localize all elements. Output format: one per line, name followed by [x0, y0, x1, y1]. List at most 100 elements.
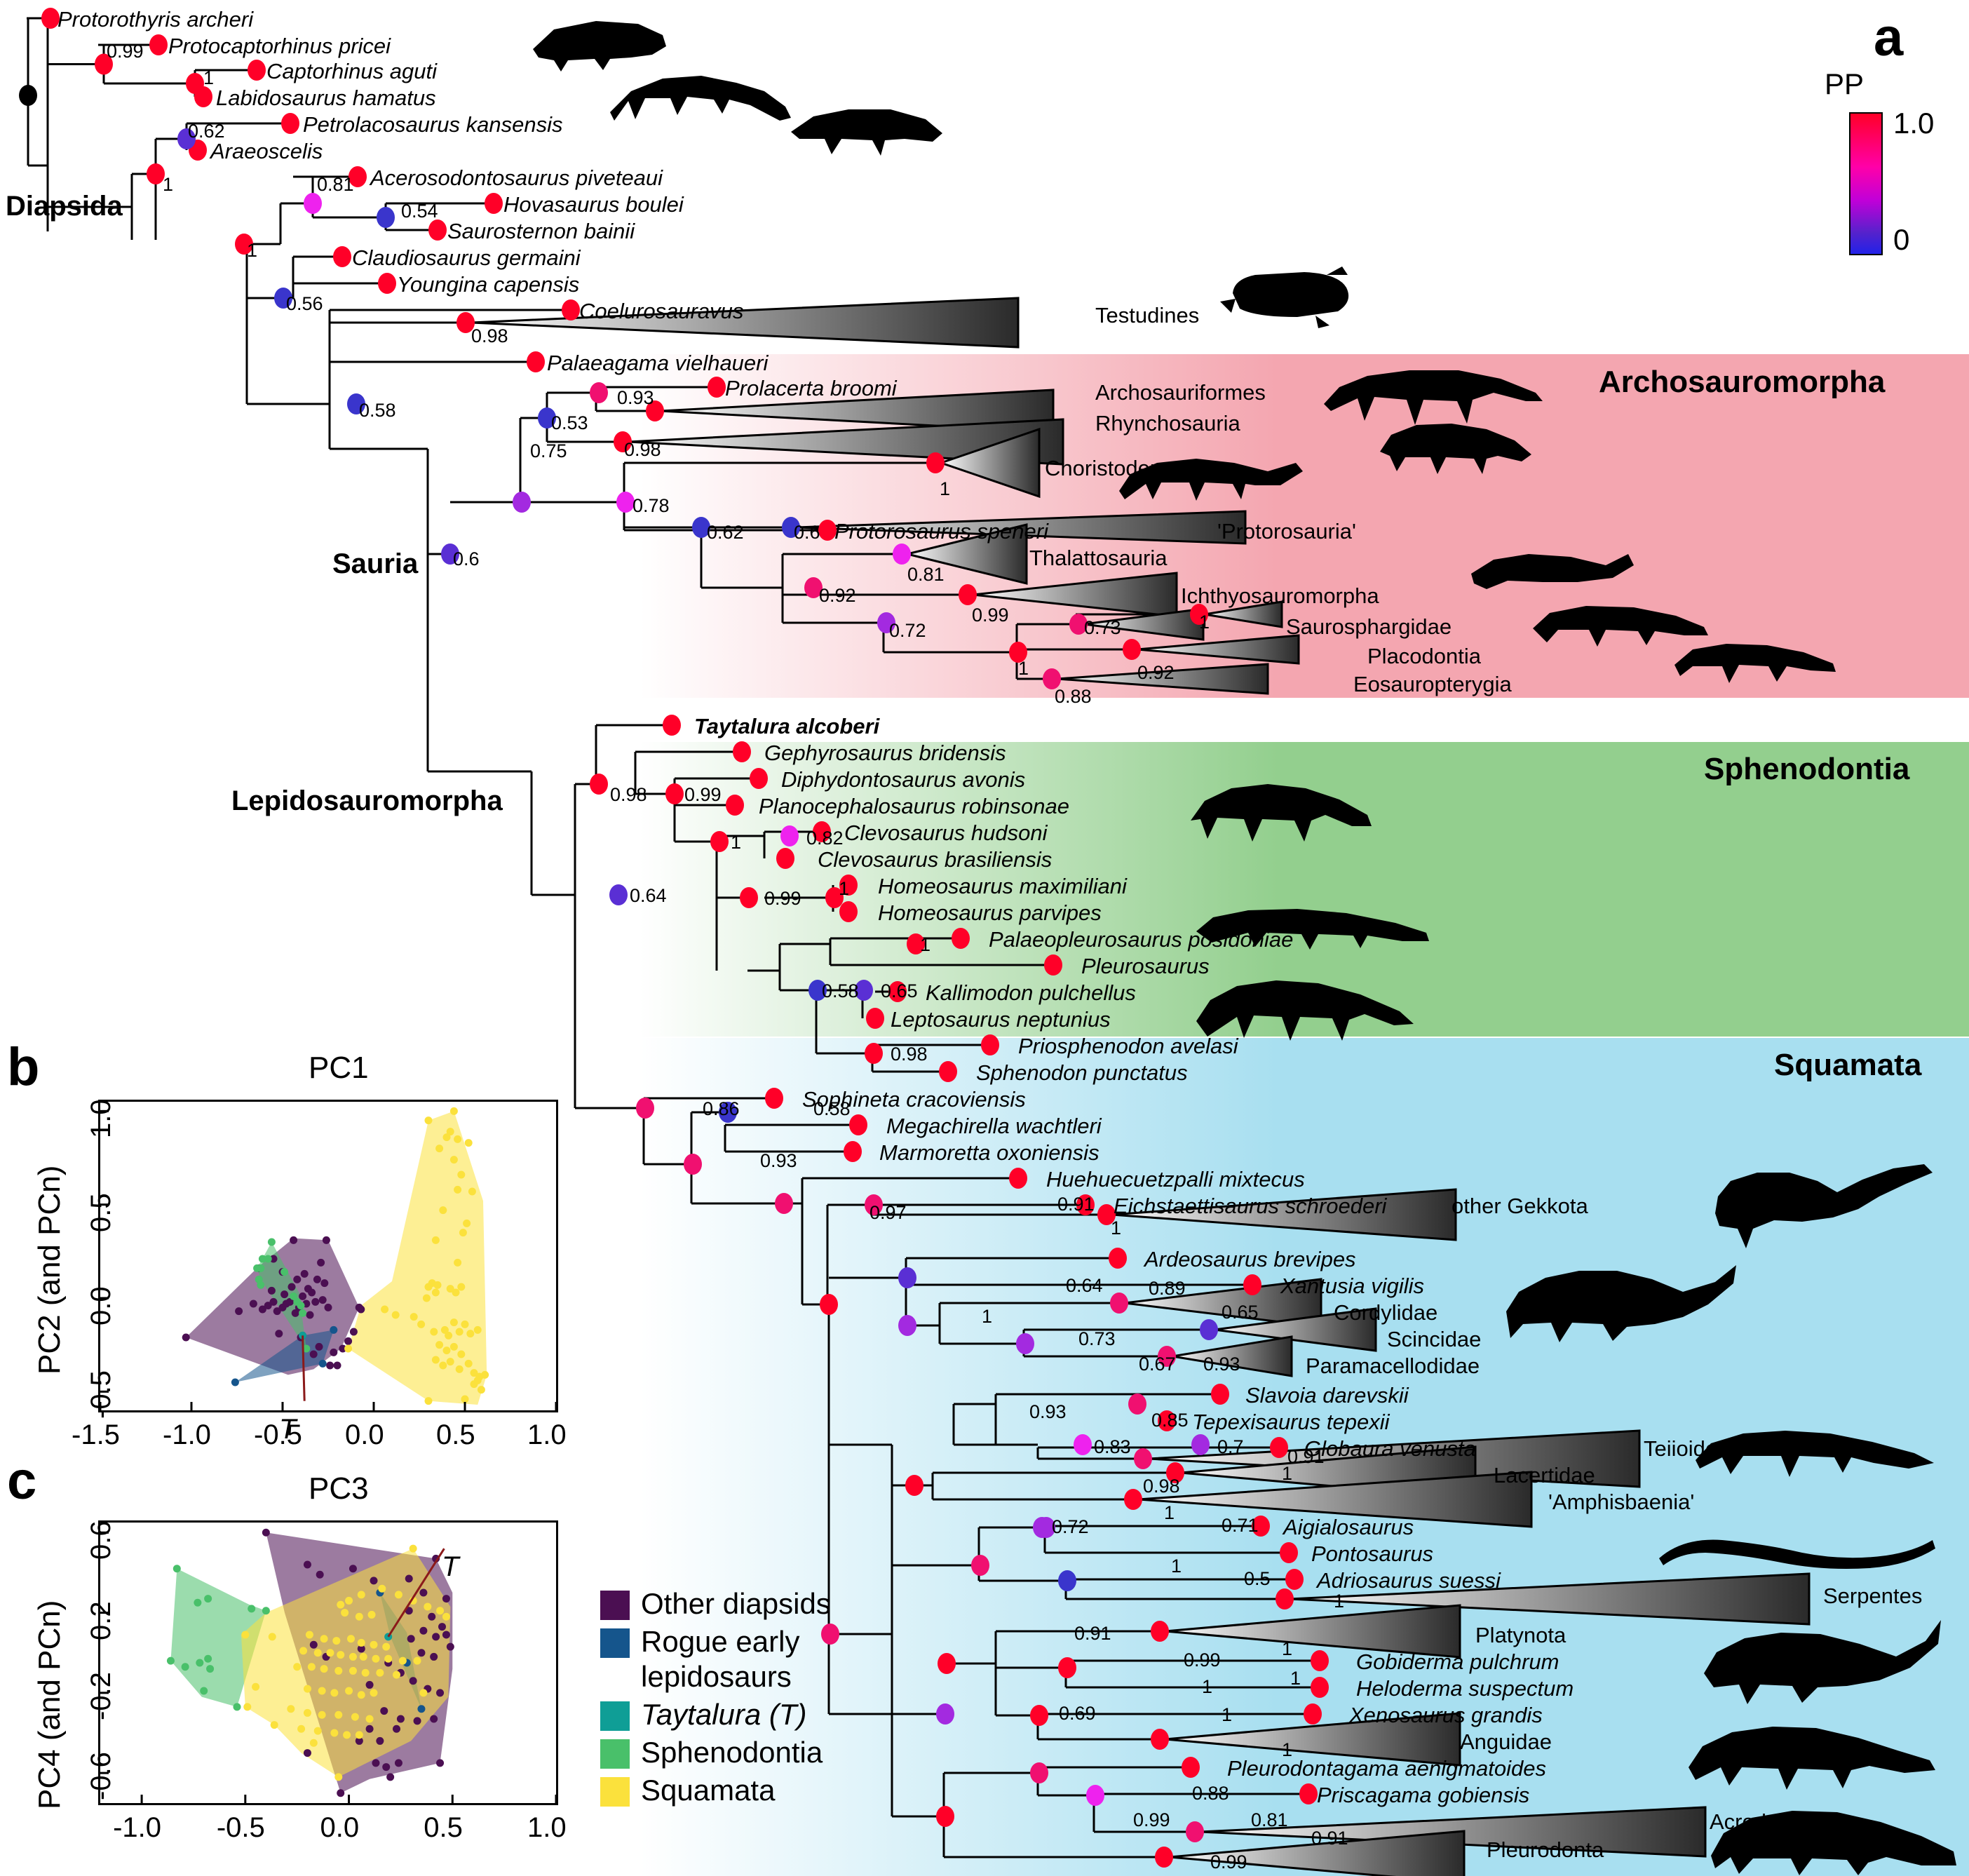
support-value-label: 0.98 — [624, 439, 661, 460]
support-value-label: 0.62 — [188, 121, 225, 142]
taxon-label: Kallimodon pulchellus — [926, 980, 1136, 1005]
scatter-point — [431, 1356, 440, 1364]
support-node — [1076, 1194, 1095, 1215]
clade-box-label-archosauromorpha: Archosauromorpha — [1599, 365, 1886, 399]
support-value-label: 1 — [1334, 1591, 1345, 1612]
scatter-point — [382, 1763, 391, 1772]
scatter-point — [318, 1296, 327, 1304]
support-node — [893, 544, 911, 565]
support-node — [1285, 1569, 1304, 1590]
panel-b-title: PC1 — [309, 1051, 369, 1085]
silhouette-ichthyosaur — [1471, 554, 1634, 589]
scatter-point — [311, 1297, 320, 1306]
panel-b-ylabel: PC2 (and PCn) — [32, 1165, 67, 1375]
scatter-point — [442, 1631, 450, 1639]
taxon-label: Prolacerta broomi — [725, 376, 897, 400]
support-value-label: 0.99 — [1210, 1851, 1247, 1872]
x-tick-label: -0.5 — [216, 1812, 265, 1843]
scatter-point — [442, 1612, 450, 1621]
scatter-point — [461, 1320, 469, 1328]
support-node — [235, 234, 253, 255]
scatter-point — [318, 1359, 327, 1368]
collapsed-clade-label: Placodontia — [1367, 644, 1482, 668]
scatter-point — [347, 1635, 355, 1643]
x-tick-label: -0.5 — [254, 1419, 302, 1450]
support-node — [456, 312, 475, 333]
scatter-point — [432, 1633, 440, 1641]
scatter-point — [300, 1269, 309, 1278]
scatter-point — [309, 1739, 318, 1747]
support-node — [765, 1088, 783, 1109]
support-value-label: 0.86 — [703, 1098, 740, 1119]
scatter-point — [334, 1773, 343, 1781]
taxon-label: Youngina capensis — [397, 272, 580, 297]
legend-label-line: Other diapsids — [641, 1587, 831, 1620]
scatter-point — [267, 1286, 276, 1295]
support-node — [1299, 1783, 1318, 1804]
support-value-label: 0.83 — [1094, 1436, 1131, 1457]
scatter-point — [297, 1725, 306, 1733]
support-node — [1270, 1437, 1288, 1458]
scatter-point — [461, 1395, 469, 1403]
support-value-label: 0.97 — [870, 1202, 907, 1223]
scatter-point — [419, 1626, 428, 1635]
panel-c-ylabel: PC4 (and PCn) — [32, 1600, 67, 1809]
support-node — [1069, 614, 1088, 635]
collapsed-clade-label: Anguidae — [1460, 1729, 1552, 1754]
scatter-point — [442, 1595, 450, 1603]
support-node — [636, 1098, 654, 1119]
scatter-point — [355, 1736, 363, 1745]
support-value-label: 0.53 — [551, 412, 588, 433]
legend-item: Squamata — [600, 1773, 831, 1808]
support-value-label: 0.91 — [1287, 1446, 1325, 1467]
scatter-point — [410, 1313, 418, 1321]
support-value-label: 0.88 — [1192, 1783, 1229, 1804]
scatter-point — [357, 1305, 365, 1314]
support-node — [1086, 1785, 1104, 1806]
silhouette-archosauriform — [1324, 370, 1543, 425]
collapsed-clade-label: other Gekkota — [1452, 1194, 1588, 1218]
scatter-point — [344, 1344, 353, 1353]
scatter-point — [337, 1789, 345, 1797]
silhouette-varanid — [1704, 1620, 1941, 1704]
scatter-point — [324, 1303, 332, 1311]
silhouette-captorhinid — [533, 21, 666, 72]
scatter-point — [449, 1156, 458, 1164]
support-node — [177, 128, 196, 149]
support-node — [1166, 1462, 1184, 1483]
scatter-point — [424, 1116, 433, 1125]
support-node — [952, 928, 970, 949]
scatter-point — [339, 1344, 347, 1353]
collapsed-clade-triangle — [1138, 1471, 1533, 1528]
scatter-point — [303, 1685, 311, 1693]
taxon-label: Clevosaurus brasiliensis — [818, 847, 1053, 872]
panel-letter-a: a — [1874, 8, 1904, 67]
support-node — [513, 492, 531, 513]
y-tick-label: 0.0 — [86, 1286, 116, 1325]
support-value-label: 0.99 — [1133, 1809, 1170, 1830]
scatter-point — [370, 1640, 378, 1649]
support-node — [719, 1102, 737, 1123]
support-node — [1097, 1204, 1116, 1225]
taxon-label: Captorhinus aguti — [266, 59, 437, 83]
scatter-point — [470, 1369, 478, 1377]
y-tick-label: 1.0 — [86, 1099, 116, 1139]
scatter-point — [436, 1689, 445, 1697]
scatter-point — [345, 1687, 353, 1695]
support-node — [1058, 1570, 1076, 1591]
y-tick-label: -0.6 — [86, 1752, 116, 1801]
scatter-point — [322, 1236, 330, 1244]
scatter-point — [290, 1292, 298, 1300]
support-node — [959, 584, 977, 605]
scatter-point — [459, 1229, 467, 1237]
support-value-label: 0.99 — [684, 784, 722, 805]
support-value-label: 0.93 — [1203, 1354, 1240, 1375]
collapsed-clade-triangle — [938, 427, 1041, 499]
silhouette-xantusiid — [1506, 1265, 1736, 1342]
morphospace-legend: Other diapsids Rogue early lepidosaurs Tayt… — [600, 1586, 831, 1811]
taxon-label: Protocaptorhinus pricei — [168, 34, 391, 58]
support-node — [663, 715, 681, 736]
x-tick-label: 1.0 — [527, 1419, 567, 1450]
scatter-point — [419, 1689, 428, 1697]
scatter-point — [381, 1305, 389, 1314]
